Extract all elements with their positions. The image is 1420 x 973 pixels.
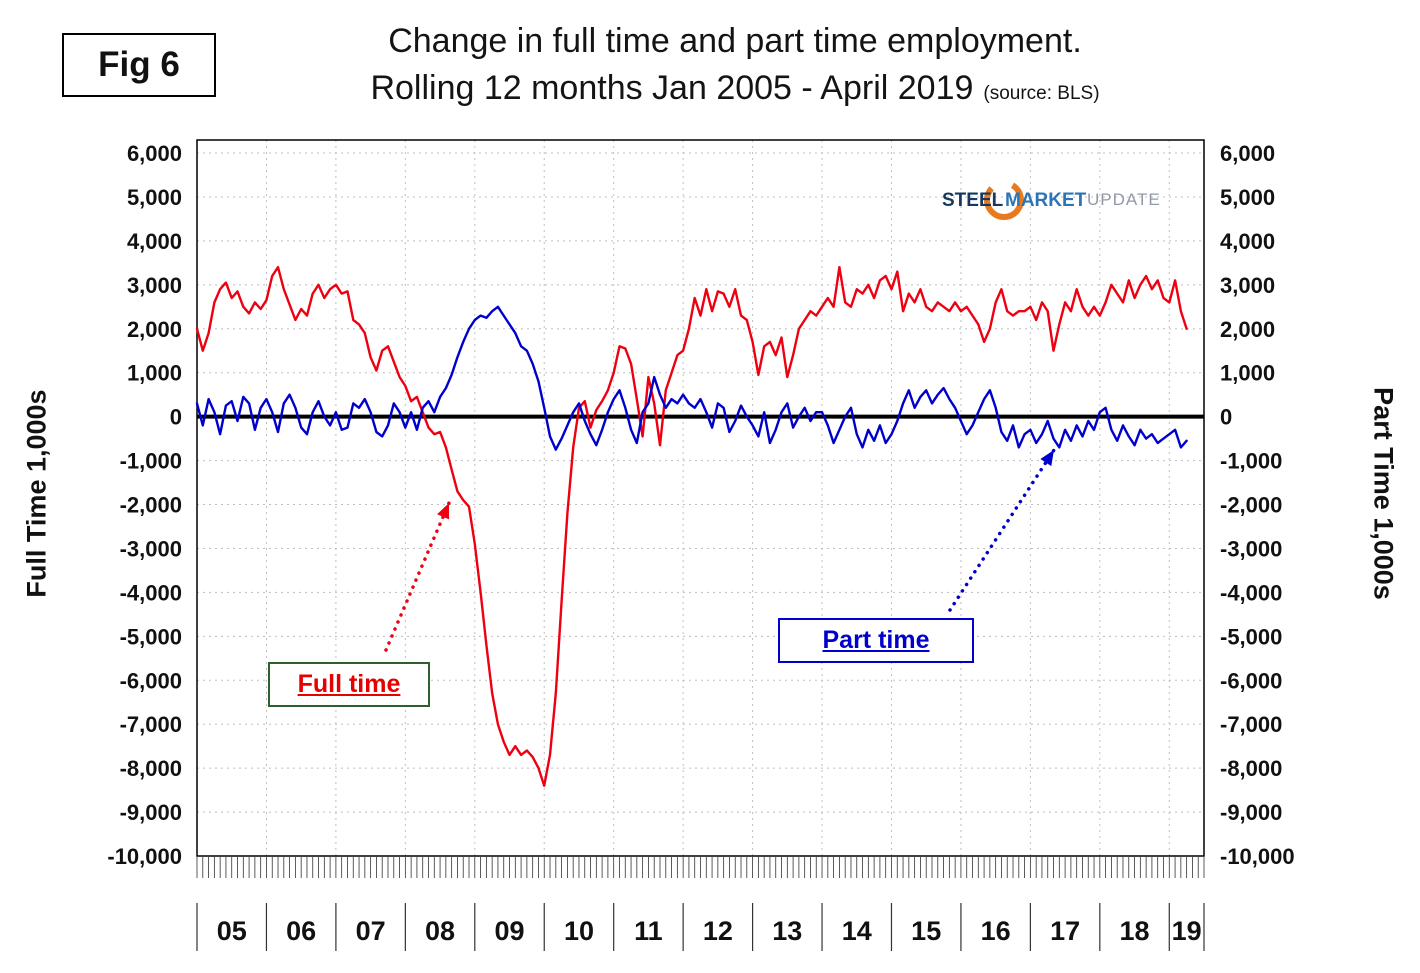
part-time-annotation-box: Part time <box>778 618 974 663</box>
y-tick-label-right: -4,000 <box>1220 580 1282 605</box>
right-axis-title: Part Time 1,000s <box>1368 387 1399 600</box>
part-time-arrow <box>948 448 1056 612</box>
y-tick-label-right: 6,000 <box>1220 141 1275 166</box>
smu-logo: STEEL MARKET UPDATE <box>930 180 1170 228</box>
y-tick-label-right: 3,000 <box>1220 273 1275 298</box>
figure-label: Fig 6 <box>98 45 180 84</box>
full-time-annotation-label: Full time <box>297 670 401 698</box>
x-year-label: 17 <box>1050 916 1080 946</box>
y-tick-label-right: -2,000 <box>1220 493 1282 518</box>
logo-word-steel: STEEL <box>942 190 1004 211</box>
left-axis-title: Full Time 1,000s <box>21 389 52 598</box>
full-time-line <box>195 266 1188 787</box>
y-tick-label-left: -7,000 <box>120 712 182 737</box>
x-year-label: 07 <box>356 916 386 946</box>
y-tick-label-left: -2,000 <box>120 493 182 518</box>
x-year-label: 05 <box>217 916 247 946</box>
y-tick-label-right: -1,000 <box>1220 449 1282 474</box>
x-year-label: 15 <box>911 916 941 946</box>
y-tick-label-left: 4,000 <box>127 229 182 254</box>
y-tick-label-right: -8,000 <box>1220 756 1282 781</box>
chart-title-block: Change in full time and part time employ… <box>180 20 1290 109</box>
source-note: (source: BLS) <box>983 82 1100 104</box>
part-time-annotation-label: Part time <box>822 626 930 654</box>
x-year-label: 19 <box>1172 916 1202 946</box>
x-year-label: 11 <box>634 916 663 946</box>
y-tick-label-left: -1,000 <box>120 449 182 474</box>
part-time-line <box>195 305 1188 451</box>
y-tick-label-left: -10,000 <box>107 844 182 869</box>
chart-title-line2: Rolling 12 months Jan 2005 - April 2019 (… <box>180 67 1290 110</box>
y-tick-label-right: 4,000 <box>1220 229 1275 254</box>
y-tick-label-left: -3,000 <box>120 536 182 561</box>
y-tick-label-right: -6,000 <box>1220 668 1282 693</box>
y-tick-label-right: 2,000 <box>1220 317 1275 342</box>
x-year-label: 10 <box>564 916 594 946</box>
y-tick-label-right: -9,000 <box>1220 800 1282 825</box>
chart-title-line1: Change in full time and part time employ… <box>388 22 1082 60</box>
y-tick-label-left: 5,000 <box>127 185 182 210</box>
y-tick-label-right: -7,000 <box>1220 712 1282 737</box>
y-tick-label-left: -6,000 <box>120 668 182 693</box>
y-tick-label-left: -9,000 <box>120 800 182 825</box>
y-tick-label-right: -3,000 <box>1220 536 1282 561</box>
y-tick-label-left: 2,000 <box>127 317 182 342</box>
logo-word-update: UPDATE <box>1087 190 1161 209</box>
plot-border <box>196 139 1205 857</box>
y-tick-label-left: 0 <box>170 405 182 430</box>
x-year-label: 18 <box>1120 916 1150 946</box>
chart-title-line2-text: Rolling 12 months Jan 2005 - April 2019 <box>370 68 974 107</box>
full-time-annotation-box: Full time <box>268 662 430 707</box>
y-tick-label-left: -5,000 <box>120 624 182 649</box>
x-year-label: 14 <box>842 916 872 946</box>
y-tick-label-left: 6,000 <box>127 141 182 166</box>
y-tick-label-left: -4,000 <box>120 580 182 605</box>
y-tick-label-right: 1,000 <box>1220 361 1275 386</box>
part-time-arrow-head <box>1040 450 1054 467</box>
logo-word-market: MARKET <box>1005 190 1087 211</box>
y-tick-label-left: 3,000 <box>127 273 182 298</box>
x-year-label: 12 <box>703 916 733 946</box>
x-year-label: 13 <box>772 916 802 946</box>
y-tick-label-left: 1,000 <box>127 361 182 386</box>
logo-swoosh-icon <box>984 180 1024 220</box>
y-tick-label-right: -5,000 <box>1220 624 1282 649</box>
x-year-label: 06 <box>286 916 316 946</box>
x-year-label: 16 <box>981 916 1011 946</box>
x-year-label: 08 <box>425 916 455 946</box>
full-time-arrow-head <box>437 503 450 520</box>
y-tick-label-right: -10,000 <box>1220 844 1295 869</box>
full-time-arrow <box>384 501 451 652</box>
figure-label-box: Fig 6 <box>62 33 216 97</box>
y-tick-label-left: -8,000 <box>120 756 182 781</box>
y-tick-label-right: 0 <box>1220 405 1232 430</box>
y-tick-label-right: 5,000 <box>1220 185 1275 210</box>
x-year-label: 09 <box>494 916 524 946</box>
